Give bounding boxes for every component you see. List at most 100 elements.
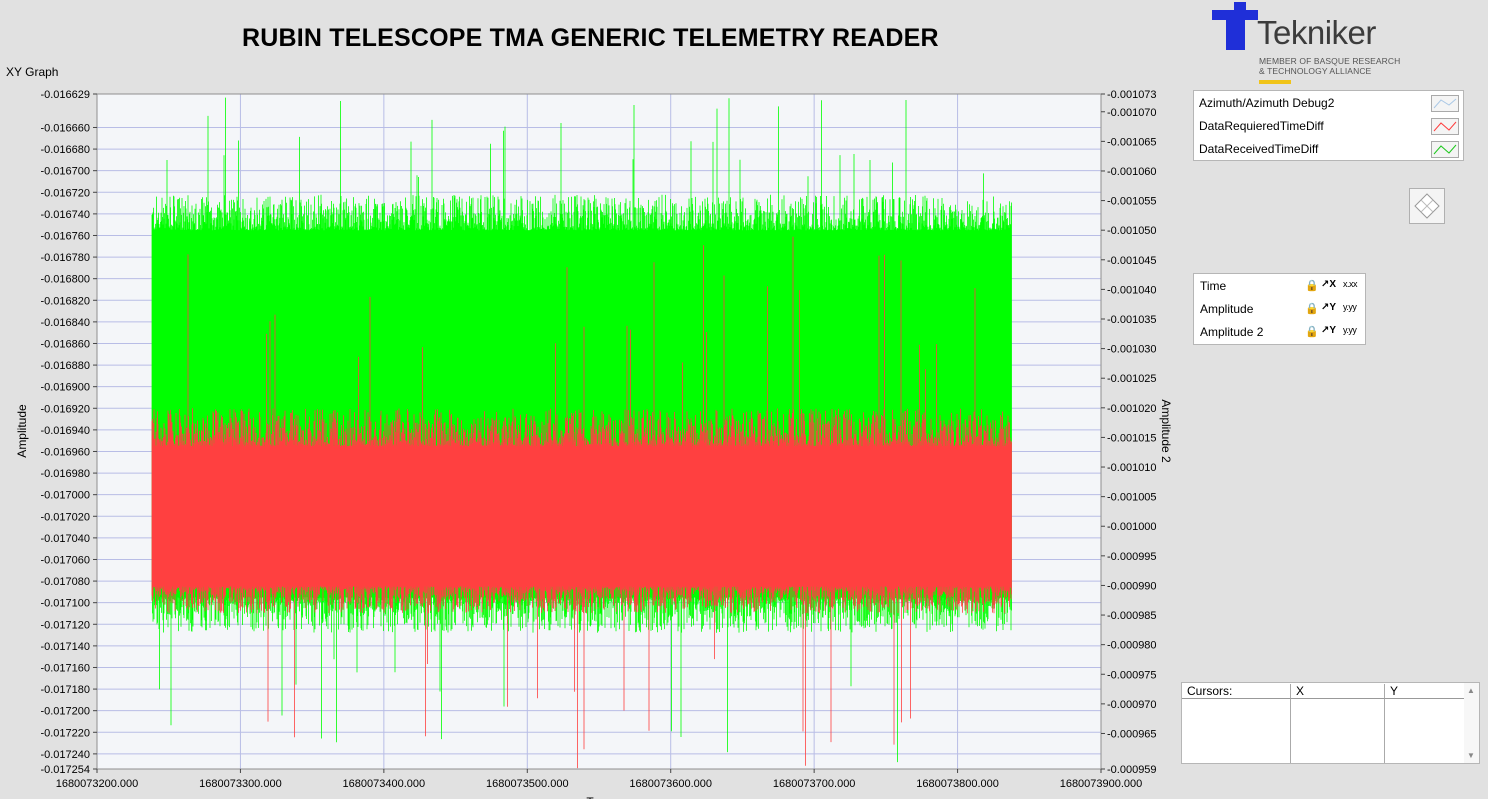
y2-tick-label: -0.000980 [1107, 640, 1157, 652]
y-tick-label: -0.016960 [40, 446, 90, 458]
legend-item-label: Azimuth/Azimuth Debug2 [1199, 96, 1335, 110]
y2-tick-label: -0.001045 [1107, 255, 1157, 267]
autoscale-y-icon[interactable]: ↗Y [1321, 302, 1337, 313]
x-tick-label: 1680073900.000 [1060, 778, 1143, 790]
y-tick-label: -0.017080 [40, 576, 90, 588]
x-tick-label: 1680073800.000 [916, 778, 999, 790]
page-title: RUBIN TELESCOPE TMA GENERIC TELEMETRY RE… [242, 24, 939, 52]
y2-tick-label: -0.001035 [1107, 314, 1157, 326]
cursor-column-divider [1384, 699, 1385, 763]
pan-zoom-icon [1414, 193, 1440, 219]
y-tick-label: -0.017000 [40, 490, 90, 502]
scroll-up-icon[interactable]: ▲ [1467, 686, 1475, 695]
y2-tick-label: -0.000995 [1107, 551, 1157, 563]
y2-axis-label: Amplitude 2 [1159, 399, 1173, 463]
y-tick-label: -0.016780 [40, 252, 90, 264]
cursor-header-name: Cursors: [1182, 684, 1291, 699]
autoscale-x-icon[interactable]: ↗X [1321, 279, 1337, 290]
y2-tick-label: -0.001050 [1107, 225, 1157, 237]
y-tick-label: -0.016760 [40, 230, 90, 242]
y-tick-label: -0.017060 [40, 554, 90, 566]
y-tick-label: -0.016940 [40, 425, 90, 437]
cursor-column-divider [1290, 699, 1291, 763]
y2-tick-label: -0.000959 [1107, 764, 1157, 776]
y-tick-label: -0.016800 [40, 274, 90, 286]
format-button[interactable]: x.xx [1343, 279, 1358, 289]
graph-palette-button[interactable] [1409, 188, 1445, 224]
y-tick-label: -0.016629 [40, 89, 90, 101]
y2-tick-label: -0.000975 [1107, 669, 1157, 681]
y2-tick-label: -0.000990 [1107, 580, 1157, 592]
y-tick-label: -0.016920 [40, 403, 90, 415]
y2-tick-label: -0.001070 [1107, 107, 1157, 119]
y-tick-label: -0.017140 [40, 641, 90, 653]
x-tick-label: 1680073700.000 [773, 778, 856, 790]
scale-row-amplitude[interactable]: Amplitude 🔒 ↗Y y.yy [1200, 298, 1365, 320]
line-style-icon[interactable] [1431, 141, 1459, 158]
format-button[interactable]: y.yy [1343, 325, 1357, 335]
y-tick-label: -0.016860 [40, 338, 90, 350]
line-style-icon[interactable] [1431, 95, 1459, 112]
format-button[interactable]: y.yy [1343, 302, 1357, 312]
y-axis-label: Amplitude [15, 404, 29, 458]
y2-axis-ticks: -0.001073 -0.001070 -0.001065 -0.001060 -0.0… [1101, 89, 1157, 776]
y-tick-label: -0.016820 [40, 295, 90, 307]
scale-label: Time [1200, 279, 1227, 293]
plot-legend[interactable]: Azimuth/Azimuth Debug2 DataRequieredTime… [1193, 90, 1464, 161]
y-tick-label: -0.017160 [40, 662, 90, 674]
y-tick-label: -0.016660 [40, 122, 90, 134]
cursor-header-y: Y [1385, 684, 1465, 699]
y-tick-label: -0.016700 [40, 166, 90, 178]
series-DataRequieredTimeDiff [151, 236, 1012, 769]
x-tick-label: 1680073200.000 [56, 778, 139, 790]
y-tick-label: -0.016980 [40, 468, 90, 480]
y-tick-label: -0.016900 [40, 382, 90, 394]
graph-label: XY Graph [6, 65, 59, 79]
y2-tick-label: -0.000965 [1107, 728, 1157, 740]
scale-label: Amplitude [1200, 302, 1254, 316]
legend-item-label: DataReceivedTimeDiff [1199, 142, 1319, 156]
legend-item-data-received[interactable]: DataReceivedTimeDiff [1199, 138, 1463, 160]
logo-accent-line [1259, 80, 1291, 84]
logo-tagline-1: MEMBER OF BASQUE RESEARCH [1259, 56, 1401, 66]
y2-tick-label: -0.001000 [1107, 521, 1157, 533]
x-tick-label: 1680073300.000 [199, 778, 282, 790]
y-tick-label: -0.017220 [40, 727, 90, 739]
lock-icon[interactable]: 🔒 [1305, 303, 1319, 315]
y2-tick-label: -0.001055 [1107, 196, 1157, 208]
legend-item-label: DataRequieredTimeDiff [1199, 119, 1324, 133]
y2-tick-label: -0.001025 [1107, 373, 1157, 385]
y-tick-label: -0.017240 [40, 749, 90, 761]
logo-mark-corner [1234, 2, 1246, 12]
scale-row-time[interactable]: Time 🔒 ↗X x.xx [1200, 275, 1365, 297]
cursor-header-x: X [1291, 684, 1385, 699]
lock-icon[interactable]: 🔒 [1305, 280, 1319, 292]
y-tick-label: -0.017254 [40, 764, 90, 776]
autoscale-y-icon[interactable]: ↗Y [1321, 325, 1337, 336]
cursor-scrollbar[interactable]: ▲ ▼ [1464, 683, 1479, 763]
y2-tick-label: -0.001020 [1107, 403, 1157, 415]
y-tick-label: -0.017020 [40, 511, 90, 523]
y2-tick-label: -0.000985 [1107, 610, 1157, 622]
y-tick-label: -0.017200 [40, 706, 90, 718]
logo-tagline-2: & TECHNOLOGY ALLIANCE [1259, 66, 1372, 76]
scale-legend[interactable]: Time 🔒 ↗X x.xx Amplitude 🔒 ↗Y y.yy Ampli… [1193, 273, 1366, 345]
y-tick-label: -0.017100 [40, 598, 90, 610]
scale-label: Amplitude 2 [1200, 325, 1264, 339]
y2-tick-label: -0.001030 [1107, 344, 1157, 356]
legend-item-azimuth[interactable]: Azimuth/Azimuth Debug2 [1199, 92, 1463, 114]
y-axis-ticks: -0.016629 -0.016660 -0.016680 -0.016700 -0.0… [40, 89, 97, 776]
x-axis-label: T [586, 795, 594, 799]
y2-tick-label: -0.001010 [1107, 462, 1157, 474]
y-tick-label: -0.016840 [40, 317, 90, 329]
legend-item-data-requiered[interactable]: DataRequieredTimeDiff [1199, 115, 1463, 137]
scale-row-amplitude-2[interactable]: Amplitude 2 🔒 ↗Y y.yy [1200, 321, 1365, 343]
scroll-down-icon[interactable]: ▼ [1467, 751, 1475, 760]
cursor-table[interactable]: Cursors: X Y ▲ ▼ [1181, 682, 1480, 764]
y2-tick-label: -0.001060 [1107, 166, 1157, 178]
line-style-icon[interactable] [1431, 118, 1459, 135]
y-tick-label: -0.016880 [40, 360, 90, 372]
y2-tick-label: -0.001040 [1107, 284, 1157, 296]
lock-icon[interactable]: 🔒 [1305, 326, 1319, 338]
